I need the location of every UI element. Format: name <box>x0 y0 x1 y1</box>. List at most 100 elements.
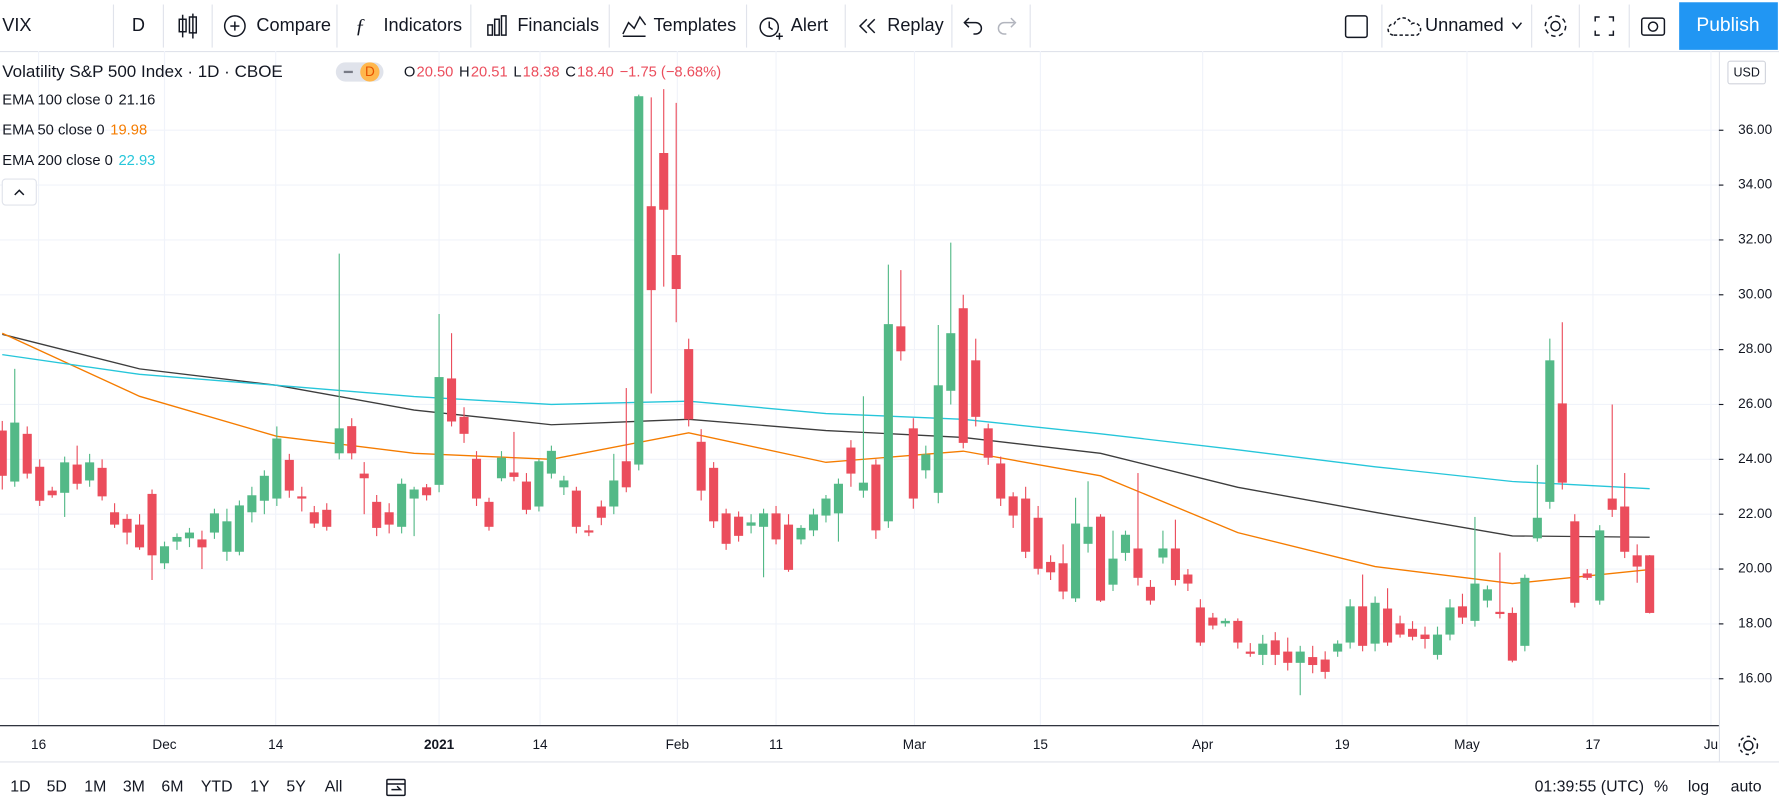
x-tick-label: 14 <box>532 737 548 752</box>
range-button[interactable]: 1M <box>84 779 106 796</box>
candle-body <box>584 530 594 533</box>
candle-body <box>1407 628 1418 637</box>
candle-body <box>1532 517 1542 539</box>
interval[interactable]: D <box>132 15 145 35</box>
range-button[interactable]: YTD <box>201 779 233 796</box>
candle-body <box>1320 659 1330 672</box>
candle-body <box>596 506 606 518</box>
ohlc-value: 18.38 <box>523 64 560 80</box>
candle-body <box>571 490 581 527</box>
range-button[interactable]: All <box>325 779 343 796</box>
indicators-button[interactable]: Indicators <box>383 15 462 35</box>
publish-button-bg[interactable] <box>1679 2 1778 50</box>
fullscreen-icon[interactable] <box>1594 16 1615 36</box>
candle-body <box>22 433 32 474</box>
ema-name: EMA 200 close 0 <box>2 153 113 169</box>
candle-body <box>1033 517 1043 569</box>
bottom-toolbar: 01:39:55 (UTC) % log auto 1D 5D 1M 3M 6M YTD 1… <box>10 778 1762 797</box>
range-button[interactable]: 3M <box>123 779 145 796</box>
candle-body <box>521 481 531 510</box>
candle-body <box>1470 583 1480 621</box>
layout-name[interactable]: Unnamed <box>1425 15 1504 35</box>
legend: Volatility S&P 500 Index · 1D · CBOE D O… <box>1 62 721 206</box>
candle-body <box>1270 640 1280 655</box>
layout-chevron[interactable] <box>1511 22 1523 30</box>
percent-toggle[interactable]: % <box>1654 779 1668 796</box>
candle-body <box>1233 620 1243 643</box>
replay-button[interactable]: Replay <box>887 15 944 35</box>
y-tick-label: 26.00 <box>1738 396 1772 411</box>
candle-body <box>284 459 294 491</box>
ema-value: 22.93 <box>118 153 155 169</box>
candle-body <box>97 467 107 497</box>
candle-body <box>372 501 382 528</box>
alert-icon[interactable] <box>759 17 783 40</box>
compare-icon[interactable] <box>223 15 246 37</box>
collapse-chevron <box>14 189 25 196</box>
candle-body <box>1095 516 1106 601</box>
range-button[interactable]: 1D <box>10 779 30 796</box>
replay-icon[interactable] <box>858 18 876 34</box>
candle-body <box>846 447 856 474</box>
candle-body <box>921 454 931 471</box>
candle-body <box>1120 534 1131 553</box>
compare-button[interactable]: Compare <box>256 15 331 35</box>
candle-body <box>1445 607 1455 635</box>
candle-body <box>1620 506 1630 552</box>
ohlc-label: H <box>459 64 470 80</box>
templates-button[interactable]: Templates <box>654 15 737 35</box>
log-toggle[interactable]: log <box>1688 779 1709 796</box>
candle-body <box>958 308 968 443</box>
y-tick-label: 36.00 <box>1738 122 1772 137</box>
candle-body <box>796 527 806 540</box>
currency-box <box>1727 60 1766 85</box>
ema-value: 21.16 <box>118 93 155 109</box>
candle-body <box>471 458 482 499</box>
ohlc-value: 20.51 <box>471 64 508 80</box>
candle-body <box>1457 606 1467 618</box>
candle-body <box>1345 606 1355 643</box>
undo-icon[interactable] <box>963 17 983 35</box>
indicators-icon[interactable]: ƒ <box>355 15 365 37</box>
select-box-icon[interactable] <box>1344 15 1368 39</box>
candle-body <box>509 472 519 477</box>
templates-icon[interactable] <box>622 15 647 37</box>
candle-body <box>60 462 70 493</box>
candle-body <box>1395 623 1405 635</box>
candle-body <box>1545 360 1555 502</box>
candle-body <box>983 428 993 458</box>
candle-body <box>434 377 444 485</box>
candle-body <box>534 461 544 507</box>
range-button[interactable]: 1Y <box>250 779 270 796</box>
redo-icon[interactable] <box>997 17 1017 35</box>
date-range-icon[interactable] <box>386 778 406 797</box>
chart-type-icon[interactable] <box>178 13 198 39</box>
y-tick-label: 18.00 <box>1738 615 1772 630</box>
candle-body <box>122 518 132 533</box>
candle-body <box>172 536 182 542</box>
x-tick-label: Dec <box>152 737 176 752</box>
candle-body <box>1482 589 1492 601</box>
financials-button[interactable]: Financials <box>517 15 599 35</box>
financials-icon[interactable] <box>487 15 507 36</box>
y-tick-label: 34.00 <box>1738 177 1772 192</box>
auto-toggle[interactable]: auto <box>1731 779 1762 796</box>
axis-settings-icon[interactable] <box>1738 735 1759 756</box>
candle-body <box>422 487 432 496</box>
snapshot-icon[interactable] <box>1640 17 1666 36</box>
publish-button[interactable]: Publish <box>1696 15 1759 36</box>
collapse-button[interactable] <box>1 178 37 206</box>
range-button[interactable]: 5Y <box>286 779 306 796</box>
candle-body <box>72 464 82 484</box>
candle-body <box>397 483 407 527</box>
settings-icon[interactable] <box>1544 15 1567 37</box>
range-button[interactable]: 5D <box>47 779 67 796</box>
symbol[interactable]: VIX <box>2 15 31 35</box>
alert-button[interactable]: Alert <box>791 15 828 35</box>
candle-body <box>1370 602 1380 644</box>
candle-body <box>896 326 906 352</box>
candle-body <box>334 428 344 454</box>
range-button[interactable]: 6M <box>161 779 183 796</box>
candle-body <box>297 496 307 499</box>
